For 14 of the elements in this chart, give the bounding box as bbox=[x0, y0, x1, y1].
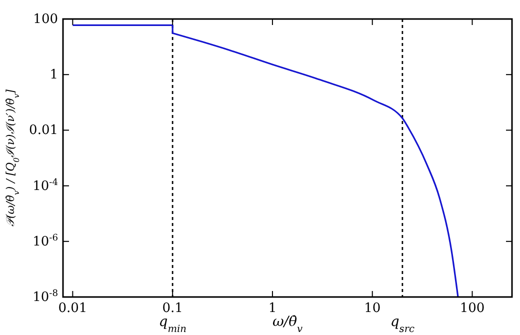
y-tick-label: 10$^{-6}$ bbox=[32, 233, 58, 250]
x-tick-label: 0.1 bbox=[162, 301, 183, 316]
x-tick-label: 0.01 bbox=[58, 301, 88, 316]
y-tick-label: 100 bbox=[33, 12, 58, 27]
x-axis-title: ω/θ̇$_{v}$ bbox=[272, 314, 304, 334]
x-tick-label: 10 bbox=[364, 301, 381, 316]
x-tick-label: 1 bbox=[268, 301, 277, 316]
y-tick-label: 10$^{-4}$ bbox=[32, 178, 58, 194]
ref-line-label: q$_{src}$ bbox=[390, 314, 416, 334]
y-tick-label: 10$^{-8}$ bbox=[32, 289, 58, 305]
x-tick-label: 100 bbox=[460, 301, 485, 316]
y-tick-label: 1 bbox=[50, 68, 58, 83]
ref-line-label: q$_{min}$ bbox=[158, 314, 186, 334]
y-tick-label: 0.01 bbox=[29, 123, 58, 138]
